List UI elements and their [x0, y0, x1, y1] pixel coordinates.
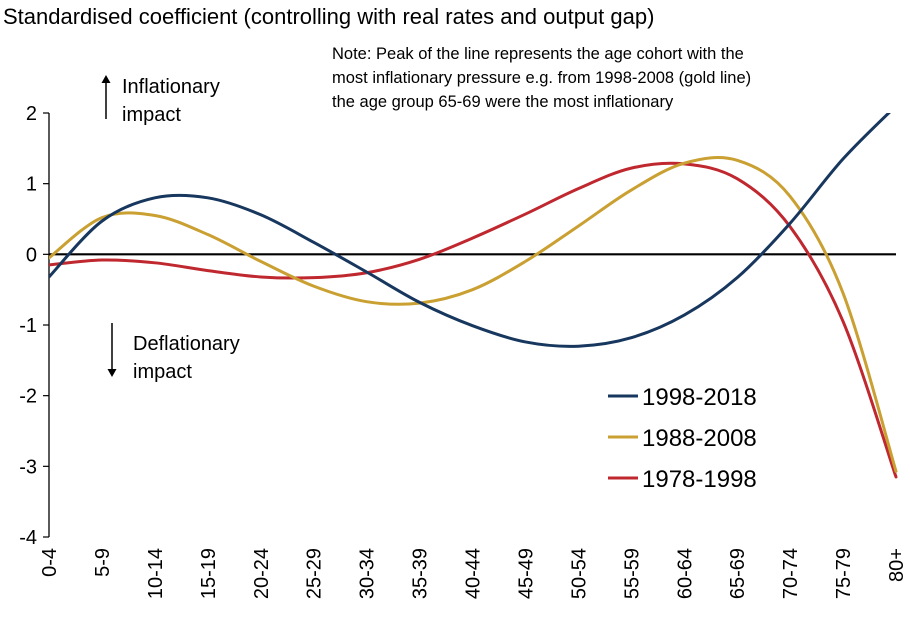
x-tick-label: 10-14	[145, 548, 167, 599]
note-line-3: the age group 65-69 were the most inflat…	[332, 93, 674, 111]
note-line-2: most inflationary pressure e.g. from 199…	[332, 69, 751, 87]
x-tick-label: 75-79	[833, 548, 855, 599]
legend-label: 1978-1998	[642, 466, 757, 493]
series-line-1998-2018	[49, 113, 891, 348]
x-tick-label: 65-69	[727, 548, 749, 599]
y-tick-label: 0	[26, 244, 37, 266]
deflationary-label-1: Deflationary	[133, 333, 240, 355]
legend-label: 1998-2018	[642, 384, 757, 411]
y-tick-label: -3	[19, 456, 37, 478]
series-line-1988-2008	[49, 156, 898, 473]
y-tick-label: 1	[26, 174, 37, 196]
series-line-1978-1998	[49, 161, 898, 479]
series-layer	[49, 113, 898, 479]
x-tick-label: 50-54	[568, 548, 590, 599]
note-line-1: Note: Peak of the line represents the ag…	[332, 45, 744, 63]
legend-label: 1988-2008	[642, 425, 757, 452]
x-tick-label: 55-59	[621, 548, 643, 599]
x-tick-label: 35-39	[410, 548, 432, 599]
x-tick-label: 40-44	[463, 548, 485, 599]
chart-note: Note: Peak of the line represents the ag…	[332, 45, 751, 111]
down-arrowhead-icon	[107, 369, 117, 377]
x-tick-label: 15-19	[198, 548, 220, 599]
x-tick-label: 25-29	[304, 548, 326, 599]
inflationary-label-1: Inflationary	[122, 76, 220, 98]
x-tick-label: 5-9	[92, 548, 114, 577]
deflationary-label-2: impact	[133, 361, 192, 383]
x-tick-label: 45-49	[515, 548, 537, 599]
x-tick-label: 70-74	[780, 548, 802, 599]
x-tick-label: 30-34	[357, 548, 379, 599]
axes: 2 1 0 -1 -2 -3 -40-4 5-9 10-14 15-19 20-24 25-29 30-…	[19, 103, 908, 599]
legend: 1998-2018 1988-2008 1978-1998	[608, 384, 757, 493]
up-arrowhead-icon	[101, 75, 111, 83]
x-tick-label: 20-24	[251, 548, 273, 599]
x-tick-label: 60-64	[674, 548, 696, 599]
y-tick-label: -4	[19, 527, 37, 549]
y-tick-label: 2	[26, 103, 37, 125]
y-tick-label: -1	[19, 315, 37, 337]
chart-title: Standardised coefficient (controlling wi…	[3, 4, 654, 29]
deflationary-annotation: Deflationary impact	[107, 323, 240, 383]
x-tick-label: 80+	[886, 548, 908, 582]
inflationary-annotation: Inflationary impact	[101, 75, 220, 126]
x-tick-label: 0-4	[39, 548, 61, 577]
y-tick-label: -2	[19, 386, 37, 408]
inflationary-label-2: impact	[122, 104, 181, 126]
